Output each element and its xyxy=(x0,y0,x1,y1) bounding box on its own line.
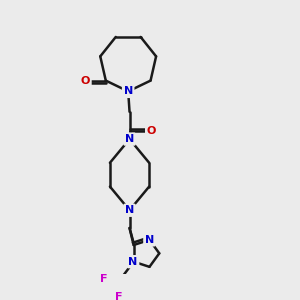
Text: O: O xyxy=(81,76,90,85)
Text: F: F xyxy=(100,274,108,284)
Text: N: N xyxy=(128,257,138,267)
Text: N: N xyxy=(124,86,133,96)
Text: N: N xyxy=(125,205,134,215)
Text: O: O xyxy=(147,127,156,136)
Text: F: F xyxy=(115,292,122,300)
Text: N: N xyxy=(125,134,134,144)
Text: N: N xyxy=(145,235,154,245)
